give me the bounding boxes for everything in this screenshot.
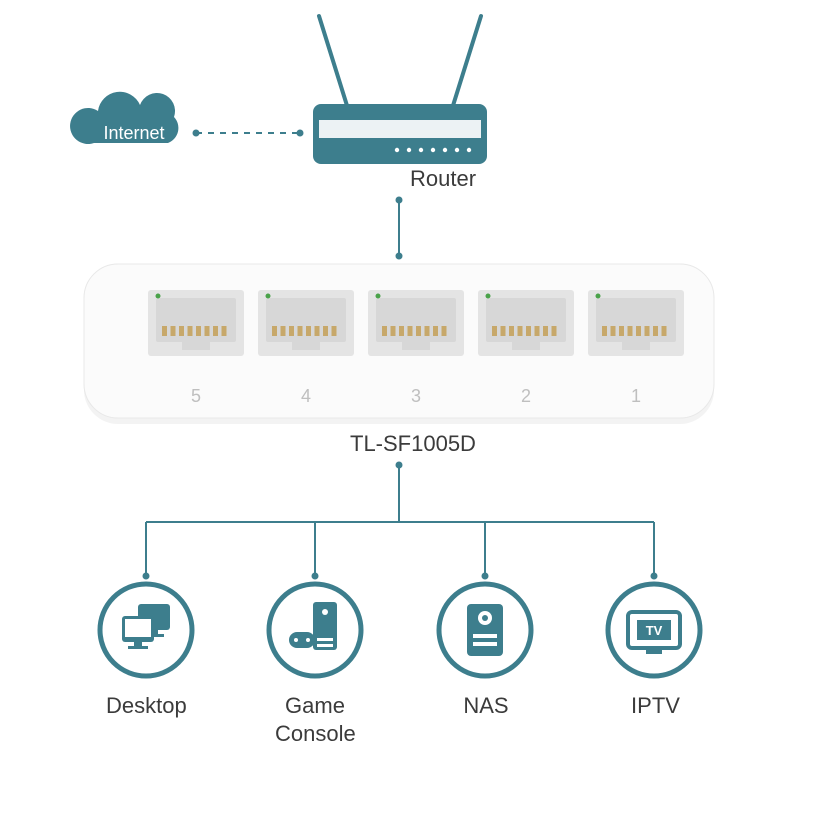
switch-label: TL-SF1005D [350, 430, 476, 458]
iptv-icon: TV [608, 584, 700, 676]
ethernet-port [368, 290, 464, 356]
desktop-icon [100, 584, 192, 676]
port-number: 2 [521, 386, 531, 406]
router-icon [313, 16, 487, 164]
switch-device: 5 4 3 2 1 [84, 264, 714, 424]
svg-text:TV: TV [646, 623, 663, 638]
port-number: 1 [631, 386, 641, 406]
internet-cloud-icon: Internet [70, 92, 178, 144]
ethernet-port [258, 290, 354, 356]
port-number: 3 [411, 386, 421, 406]
nas-icon [439, 584, 531, 676]
ethernet-port [148, 290, 244, 356]
router-label: Router [410, 165, 476, 193]
nas-label: NAS [461, 692, 511, 720]
ethernet-port [588, 290, 684, 356]
port-number: 5 [191, 386, 201, 406]
desktop-label: Desktop [106, 692, 186, 720]
internet-text: Internet [103, 123, 164, 143]
ethernet-port [478, 290, 574, 356]
game-icon [269, 584, 361, 676]
port-number: 4 [301, 386, 311, 406]
game-label: Game Console [275, 692, 355, 747]
iptv-label: IPTV [628, 692, 683, 720]
